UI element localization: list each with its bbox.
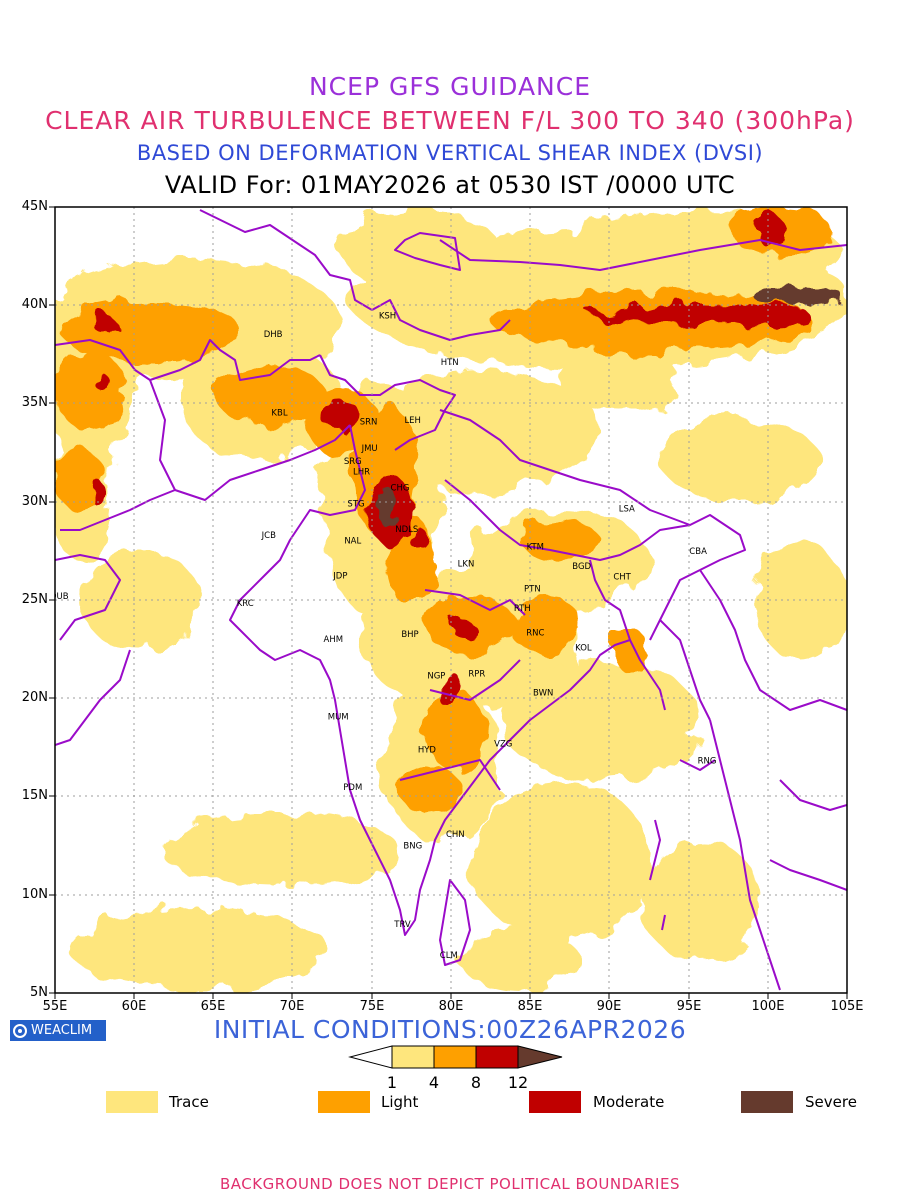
colorbar-segment-moderate (475, 1045, 519, 1069)
city-label-jmu: JMU (361, 444, 378, 454)
lat-label-25n: 25N (21, 592, 48, 607)
city-label-dhb: DHB (264, 330, 283, 340)
city-label-cba: CBA (689, 547, 707, 557)
lon-label-60e: 60E (121, 999, 147, 1014)
boundary-disclaimer: BACKGROUND DOES NOT DEPICT POLITICAL BOU… (220, 1175, 680, 1193)
valid-time: VALID For: 01MAY2026 at 0530 IST /0000 U… (164, 171, 736, 199)
initial-conditions: INITIAL CONDITIONS:00Z26APR2026 (213, 1015, 687, 1044)
colorbar-segment-severe (517, 1045, 563, 1069)
legend-swatch-light (318, 1091, 370, 1113)
city-label-chn: CHN (446, 830, 465, 840)
legend-swatch-severe (741, 1091, 793, 1113)
city-label-kol: KOL (575, 644, 592, 654)
lon-label-65e: 65E (200, 999, 226, 1014)
chart-subtitle-method: BASED ON DEFORMATION VERTICAL SHEAR INDE… (136, 141, 764, 165)
lon-label-90e: 90E (596, 999, 622, 1014)
lon-label-105e: 105E (830, 999, 864, 1014)
city-label-ksh: KSH (379, 312, 396, 322)
lat-label-40n: 40N (21, 297, 48, 312)
city-label-bng: BNG (403, 842, 422, 852)
axis-ticks (49, 206, 848, 999)
city-label-rth: RTH (514, 604, 531, 614)
city-label-stg: STG (347, 500, 364, 510)
city-label-pdm: PDM (343, 783, 362, 793)
weaclim-badge: WEACLIM (10, 1020, 106, 1041)
city-label-mum: MUM (328, 712, 349, 722)
city-label-lhr: LHR (353, 467, 370, 477)
grid-lines (55, 207, 847, 993)
city-label-ahm: AHM (324, 635, 344, 645)
city-label-chg: CHG (391, 483, 410, 493)
lon-label-100e: 100E (751, 999, 785, 1014)
weaclim-label: WEACLIM (31, 1023, 93, 1038)
legend-swatch-trace (106, 1091, 158, 1113)
lat-label-5n: 5N (30, 985, 48, 1000)
lat-label-35n: 35N (21, 395, 48, 410)
lat-label-30n: 30N (21, 494, 48, 509)
island-outlines (649, 819, 666, 931)
city-label-kbl: KBL (271, 409, 287, 419)
lat-label-10n: 10N (21, 887, 48, 902)
colorbar-tick-4: 4 (428, 1073, 440, 1092)
city-label-bhp: BHP (401, 630, 418, 640)
city-label-rpr: RPR (468, 670, 485, 680)
lon-label-70e: 70E (279, 999, 305, 1014)
city-label-ktm: KTM (527, 543, 544, 553)
city-label-rng: RNG (698, 756, 717, 766)
colorbar-tick-1: 1 (386, 1073, 398, 1092)
lon-label-55e: 55E (42, 999, 68, 1014)
city-label-bwn: BWN (533, 688, 553, 698)
colorbar-tick-8: 8 (470, 1073, 482, 1092)
city-label-trv: TRV (393, 920, 411, 930)
city-label-ngp: NGP (427, 672, 445, 682)
legend-label-moderate: Moderate (593, 1093, 665, 1111)
city-label-clm: CLM (440, 951, 458, 961)
severe-areas (375, 288, 845, 525)
lat-label-20n: 20N (21, 690, 48, 705)
city-label-jcb: JCB (261, 531, 276, 541)
city-label-krc: KRC (237, 599, 254, 609)
city-label-rnc: RNC (526, 629, 544, 639)
city-label-jdp: JDP (332, 572, 347, 582)
colorbar-segment-trace (391, 1045, 435, 1069)
legend-label-trace: Trace (169, 1093, 209, 1111)
lat-label-15n: 15N (21, 788, 48, 803)
lon-label-95e: 95E (676, 999, 702, 1014)
weaclim-logo-icon (13, 1023, 27, 1038)
colorbar-segment-below (348, 1045, 393, 1069)
legend-swatch-moderate (529, 1091, 581, 1113)
city-label-bgd: BGD (572, 562, 591, 572)
colorbar-segment-light (433, 1045, 477, 1069)
city-label-ndls: NDLS (395, 525, 418, 535)
city-label-dub: DUB (50, 592, 69, 602)
city-label-srg: SRG (344, 457, 362, 467)
legend-label-severe: Severe (805, 1093, 857, 1111)
lat-label-45n: 45N (21, 199, 48, 214)
city-label-lsa: LSA (619, 505, 635, 515)
lon-label-80e: 80E (438, 999, 464, 1014)
chart-subtitle-parameter: CLEAR AIR TURBULENCE BETWEEN F/L 300 TO … (45, 106, 855, 135)
colorbar-tick-12: 12 (507, 1073, 529, 1092)
city-label-hyd: HYD (418, 746, 437, 756)
legend-label-light: Light (381, 1093, 419, 1111)
chart-title: NCEP GFS GUIDANCE (308, 72, 591, 101)
city-label-htn: HTN (441, 358, 459, 368)
lon-label-75e: 75E (359, 999, 385, 1014)
lon-label-85e: 85E (517, 999, 543, 1014)
boundary-lines (55, 209, 847, 991)
city-label-leh: LEH (404, 416, 421, 426)
city-label-nal: NAL (344, 537, 361, 547)
city-label-ptn: PTN (524, 584, 541, 594)
city-label-srn: SRN (360, 418, 378, 428)
city-label-cht: CHT (613, 572, 631, 582)
city-label-lkn: LKN (458, 560, 475, 570)
city-label-vzg: VZG (494, 740, 512, 750)
